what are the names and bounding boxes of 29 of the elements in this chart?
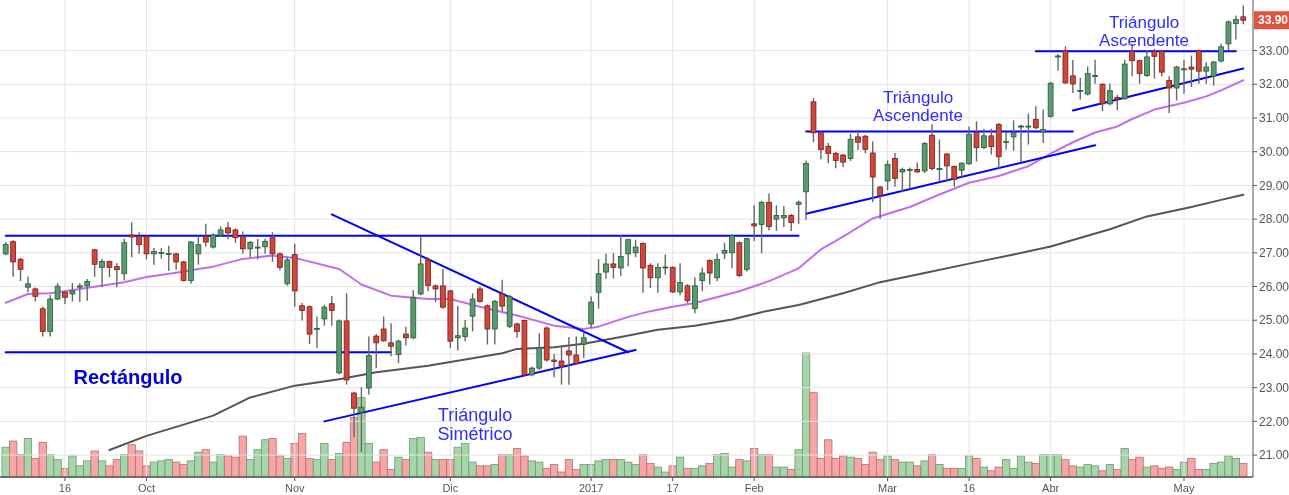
- y-tick-label: 31.00: [1259, 111, 1289, 126]
- y-tick-label: 30.00: [1259, 144, 1289, 159]
- y-tick-label: 28.00: [1259, 212, 1289, 227]
- x-tick-label: Nov: [284, 482, 305, 494]
- x-tick-label: Abr: [1042, 482, 1060, 494]
- x-tick-label: Oct: [137, 482, 156, 494]
- y-tick-label: 23.00: [1259, 380, 1289, 395]
- y-tick-label: 32.00: [1259, 77, 1289, 92]
- x-tick-label: 2017: [578, 482, 604, 494]
- y-tick-label: 21.00: [1259, 448, 1289, 463]
- annotation: Triángulo Ascendente: [1099, 13, 1189, 50]
- x-tick-label: May: [1173, 482, 1195, 494]
- y-tick-label: 24.00: [1259, 347, 1289, 362]
- y-tick-label: 22.00: [1259, 414, 1289, 429]
- annotation: Rectángulo: [73, 366, 183, 388]
- y-tick-label: 33.00: [1259, 43, 1289, 58]
- x-tick-label: Feb: [744, 482, 764, 494]
- annotation: Triángulo Ascendente: [873, 88, 963, 125]
- annotation: Triángulo Simétrico: [437, 405, 513, 444]
- x-tick-label: 17: [666, 482, 679, 494]
- annotation: 33.90: [1258, 13, 1289, 28]
- y-tick-label: 27.00: [1259, 246, 1289, 261]
- y-tick-label: 26.00: [1259, 279, 1289, 294]
- x-tick-label: 16: [58, 482, 72, 494]
- y-tick-label: 29.00: [1259, 178, 1289, 193]
- x-tick-label: 16: [962, 482, 976, 494]
- x-tick-label: Mar: [878, 482, 898, 494]
- y-tick-label: 25.00: [1259, 313, 1289, 328]
- x-tick-label: Dic: [442, 482, 459, 494]
